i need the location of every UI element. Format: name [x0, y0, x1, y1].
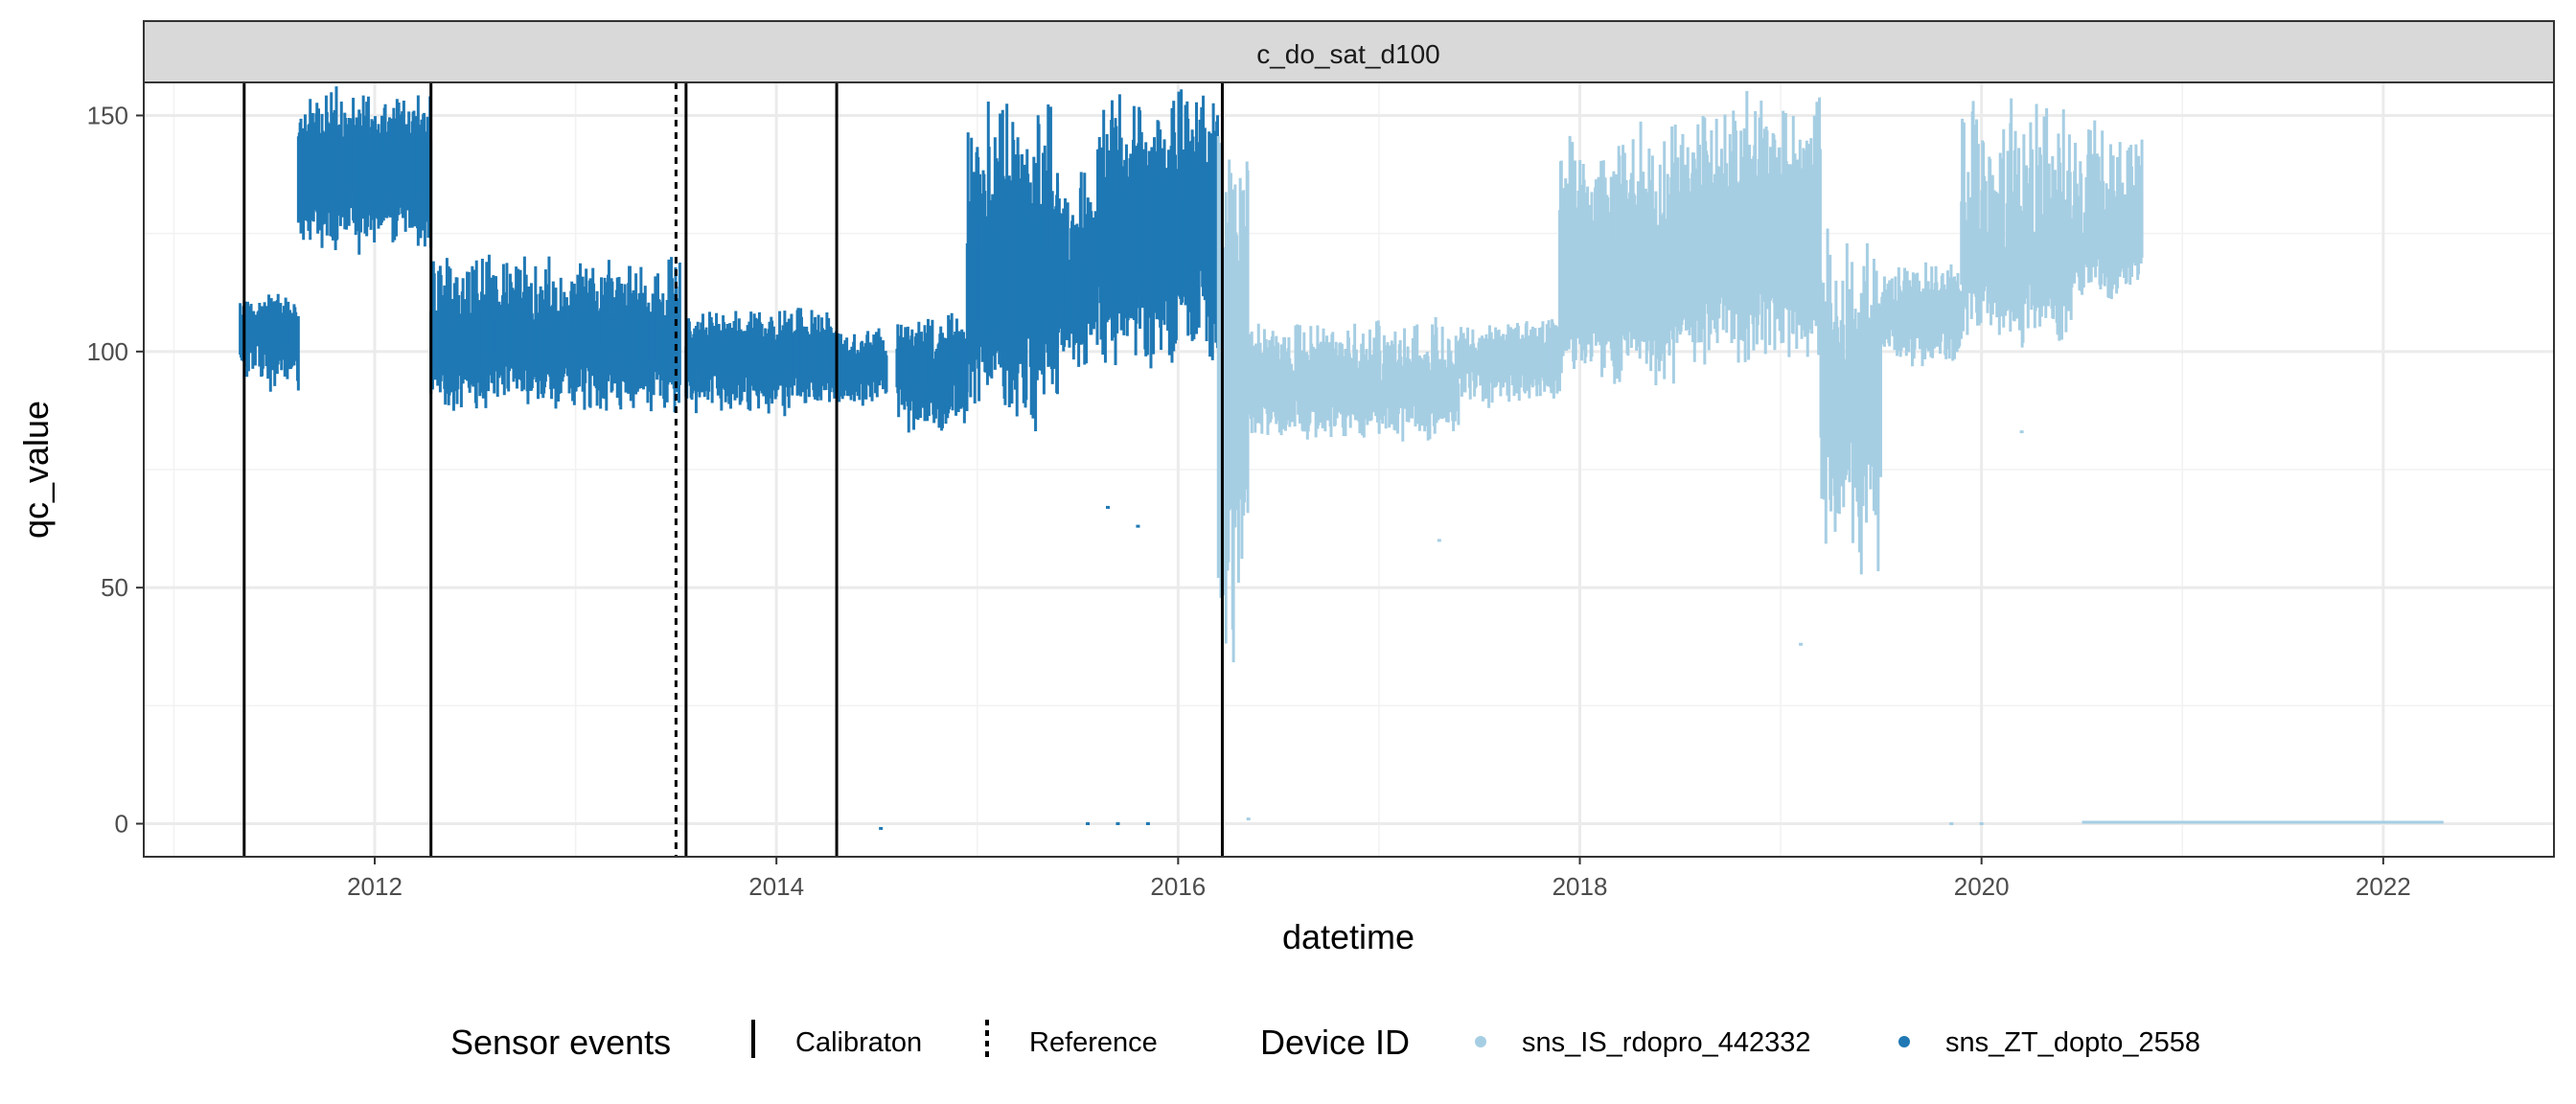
legend-calibration-label: Calibraton [795, 1027, 922, 1058]
legend-events-title: Sensor events [450, 1023, 671, 1062]
legend: Sensor events Calibraton Reference Devic… [450, 1020, 2200, 1062]
facet-label: c_do_sat_d100 [1256, 39, 1440, 69]
x-axis-title: datetime [1282, 917, 1414, 956]
y-tick-label: 100 [87, 337, 128, 366]
legend-device-title: Device ID [1260, 1023, 1410, 1062]
legend-reference-label: Reference [1029, 1027, 1158, 1058]
event-lines [242, 82, 1224, 857]
y-tick-label: 50 [101, 573, 128, 602]
legend-device-key-2 [1898, 1036, 1910, 1047]
axes: 2012 2014 2016 2018 2020 2022 0 50 100 150 [87, 101, 2411, 901]
legend-device-label-1: sns_IS_rdopro_442332 [1522, 1027, 1811, 1058]
data-point [1116, 822, 1120, 826]
legend-device-label-2: sns_ZT_dopto_2558 [1945, 1027, 2200, 1058]
x-tick-label: 2012 [347, 872, 402, 901]
series-sns_IS_rdopro_442332 [1216, 91, 2444, 826]
data-point [1979, 822, 1984, 826]
data-layer [239, 86, 2444, 830]
data-point [1799, 642, 1804, 646]
facet-strip [143, 20, 2555, 83]
series-sns_ZT_dopto_2558 [239, 86, 1220, 830]
plot-panel-border [143, 81, 2555, 858]
legend-device-key-1 [1475, 1036, 1486, 1047]
data-point [1437, 539, 1441, 542]
y-tick-label: 0 [115, 810, 128, 839]
y-axis-title: qc_value [16, 401, 56, 539]
x-tick-label: 2020 [1954, 872, 2010, 901]
data-point [1246, 817, 1251, 821]
x-tick-label: 2018 [1552, 872, 1608, 901]
data-point [2019, 430, 2024, 434]
data-point [1106, 505, 1110, 509]
data-point [1145, 822, 1150, 826]
data-point [1086, 822, 1091, 826]
y-tick-label: 150 [87, 101, 128, 129]
x-tick-label: 2016 [1150, 872, 1206, 901]
data-point [1949, 822, 1954, 826]
data-point [879, 826, 884, 830]
x-tick-label: 2014 [748, 872, 804, 901]
x-tick-label: 2022 [2356, 872, 2411, 901]
data-point [1136, 524, 1140, 528]
